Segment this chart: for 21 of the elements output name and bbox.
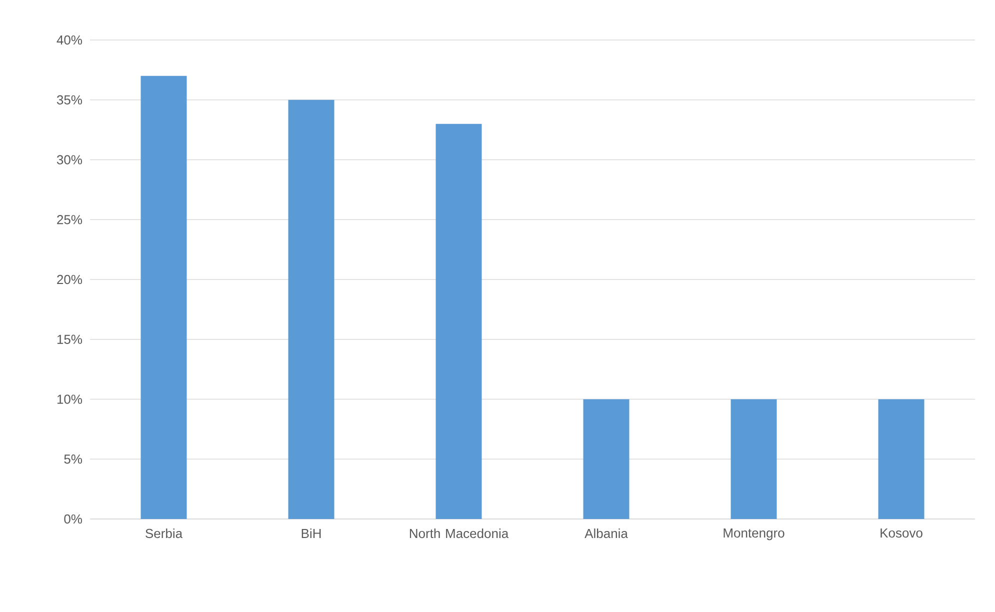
y-tick-label: 5% (64, 454, 82, 464)
y-tick-label: 30% (56, 155, 82, 164)
y-tick-label: 35% (56, 95, 82, 104)
x-tick-label: Kosovo (880, 528, 922, 538)
bar (730, 399, 777, 519)
bar (436, 124, 482, 519)
y-tick-label: 40% (56, 35, 82, 45)
bar (140, 76, 187, 519)
y-tick-label: 15% (57, 334, 82, 344)
bar (583, 399, 630, 519)
y-tick-label: 10% (57, 394, 82, 404)
x-tick-label: Albania (584, 528, 628, 538)
y-tick-label: 20% (57, 274, 82, 284)
x-tick-label: Serbia (146, 528, 183, 538)
x-tick-label: Montengro (724, 528, 784, 540)
y-tick-label: 0% (64, 514, 82, 524)
bar (288, 100, 334, 519)
x-tick-label: North Macedonia (410, 528, 509, 538)
bar (878, 399, 924, 519)
x-tick-label: BiH (302, 528, 321, 538)
y-tick-label: 25% (57, 215, 82, 224)
